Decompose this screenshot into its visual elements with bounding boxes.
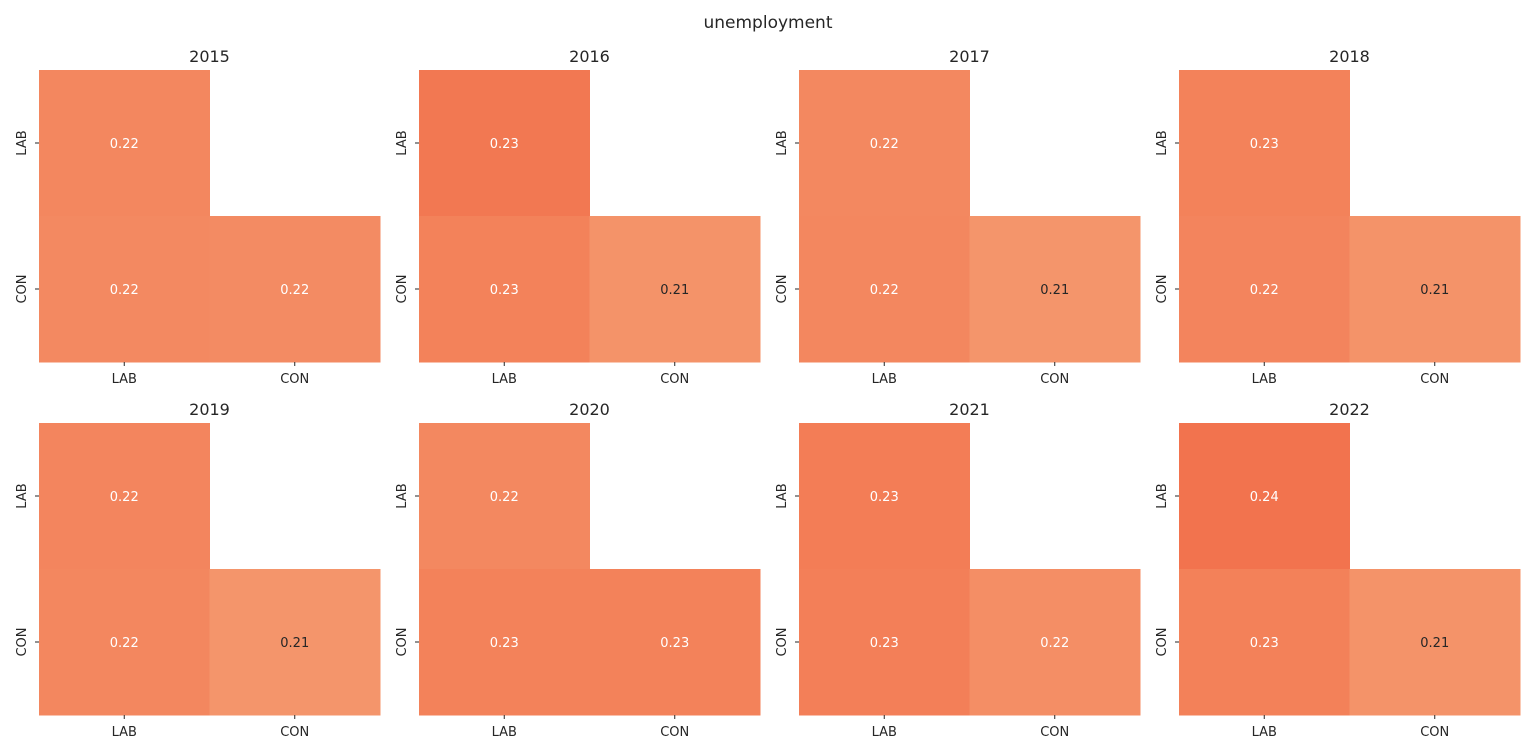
cell-value-label: 0.21	[1040, 283, 1069, 298]
y-tick-label: LAB	[395, 130, 410, 155]
cell-value-label: 0.23	[660, 636, 689, 651]
x-tick-label: LAB	[112, 725, 137, 740]
heatmap-panels: 2015 0.22 0.22 0.22 LAB CON LAB CON 2016 0.23 0.23…	[15, 47, 1521, 740]
cell-value-label: 0.21	[1420, 283, 1449, 298]
cell-value-label: 0.23	[490, 283, 519, 298]
heatmap-cell	[39, 423, 210, 570]
x-tick-label: CON	[1420, 372, 1449, 387]
y-tick-label: CON	[15, 627, 30, 656]
heatmap-panel-2019: 2019 0.22 0.22 0.21 LAB CON LAB CON	[15, 400, 381, 740]
heatmap-cell	[39, 569, 210, 716]
heatmap-cell	[799, 216, 970, 363]
panel-title: 2022	[1329, 400, 1370, 419]
heatmap-panel-2016: 2016 0.23 0.23 0.21 LAB CON LAB CON	[395, 47, 761, 387]
cell-value-label: 0.21	[1420, 636, 1449, 651]
heatmap-cell	[1349, 569, 1521, 716]
heatmap-cell	[969, 569, 1141, 716]
heatmap-cell	[589, 569, 761, 716]
heatmap-cell	[799, 70, 970, 217]
figure-title: unemployment	[703, 13, 832, 33]
cell-value-label: 0.22	[110, 490, 139, 505]
y-tick-label: LAB	[395, 483, 410, 508]
cell-value-label: 0.21	[280, 636, 309, 651]
heatmap-cell	[39, 70, 210, 217]
panel-title: 2015	[189, 47, 230, 66]
cell-value-label: 0.23	[490, 636, 519, 651]
cell-value-label: 0.22	[280, 283, 309, 298]
heatmap-panel-2021: 2021 0.23 0.23 0.22 LAB CON LAB CON	[775, 400, 1141, 740]
x-tick-label: CON	[660, 725, 689, 740]
cell-value-label: 0.23	[870, 490, 899, 505]
cell-value-label: 0.21	[660, 283, 689, 298]
x-tick-label: CON	[280, 725, 309, 740]
y-tick-label: LAB	[1155, 483, 1170, 508]
x-tick-label: LAB	[492, 725, 517, 740]
panel-title: 2016	[569, 47, 610, 66]
y-tick-label: CON	[395, 627, 410, 656]
x-tick-label: CON	[1040, 372, 1069, 387]
heatmap-cell	[209, 216, 381, 363]
cell-value-label: 0.24	[1250, 490, 1279, 505]
x-tick-label: LAB	[492, 372, 517, 387]
x-tick-label: CON	[1420, 725, 1449, 740]
heatmap-panel-2015: 2015 0.22 0.22 0.22 LAB CON LAB CON	[15, 47, 381, 387]
heatmap-cell	[1349, 216, 1521, 363]
cell-value-label: 0.22	[870, 137, 899, 152]
heatmap-cell	[799, 569, 970, 716]
y-tick-label: LAB	[775, 130, 790, 155]
y-tick-label: LAB	[15, 483, 30, 508]
cell-value-label: 0.22	[870, 283, 899, 298]
heatmap-cell	[1179, 216, 1350, 363]
heatmap-panel-2018: 2018 0.23 0.22 0.21 LAB CON LAB CON	[1155, 47, 1521, 387]
heatmap-cell	[1179, 569, 1350, 716]
heatmap-panel-2020: 2020 0.22 0.23 0.23 LAB CON LAB CON	[395, 400, 761, 740]
panel-title: 2019	[189, 400, 230, 419]
heatmap-panel-2022: 2022 0.24 0.23 0.21 LAB CON LAB CON	[1155, 400, 1521, 740]
x-tick-label: CON	[1040, 725, 1069, 740]
heatmap-cell	[799, 423, 970, 570]
heatmap-panel-2017: 2017 0.22 0.22 0.21 LAB CON LAB CON	[775, 47, 1141, 387]
x-tick-label: LAB	[1252, 372, 1277, 387]
y-tick-label: LAB	[1155, 130, 1170, 155]
cell-value-label: 0.22	[1040, 636, 1069, 651]
heatmap-cell	[1179, 70, 1350, 217]
panel-title: 2017	[949, 47, 990, 66]
y-tick-label: LAB	[15, 130, 30, 155]
cell-value-label: 0.22	[490, 490, 519, 505]
x-tick-label: LAB	[872, 372, 897, 387]
heatmap-cell	[39, 216, 210, 363]
cell-value-label: 0.23	[870, 636, 899, 651]
heatmap-cell	[1179, 423, 1350, 570]
cell-value-label: 0.22	[110, 137, 139, 152]
cell-value-label: 0.22	[1250, 283, 1279, 298]
y-tick-label: CON	[395, 274, 410, 303]
x-tick-label: LAB	[112, 372, 137, 387]
y-tick-label: CON	[775, 627, 790, 656]
x-tick-label: CON	[660, 372, 689, 387]
heatmap-cell	[419, 423, 590, 570]
panel-title: 2020	[569, 400, 610, 419]
cell-value-label: 0.23	[1250, 137, 1279, 152]
x-tick-label: LAB	[872, 725, 897, 740]
x-tick-label: CON	[280, 372, 309, 387]
y-tick-label: CON	[1155, 627, 1170, 656]
y-tick-label: LAB	[775, 483, 790, 508]
heatmap-cell	[419, 70, 590, 217]
heatmap-cell	[209, 569, 381, 716]
cell-value-label: 0.23	[1250, 636, 1279, 651]
y-tick-label: CON	[1155, 274, 1170, 303]
heatmap-cell	[969, 216, 1141, 363]
panel-title: 2021	[949, 400, 990, 419]
y-tick-label: CON	[775, 274, 790, 303]
cell-value-label: 0.23	[490, 137, 519, 152]
x-tick-label: LAB	[1252, 725, 1277, 740]
heatmap-cell	[419, 569, 590, 716]
heatmap-cell	[419, 216, 590, 363]
cell-value-label: 0.22	[110, 283, 139, 298]
y-tick-label: CON	[15, 274, 30, 303]
heatmap-cell	[589, 216, 761, 363]
cell-value-label: 0.22	[110, 636, 139, 651]
panel-title: 2018	[1329, 47, 1370, 66]
